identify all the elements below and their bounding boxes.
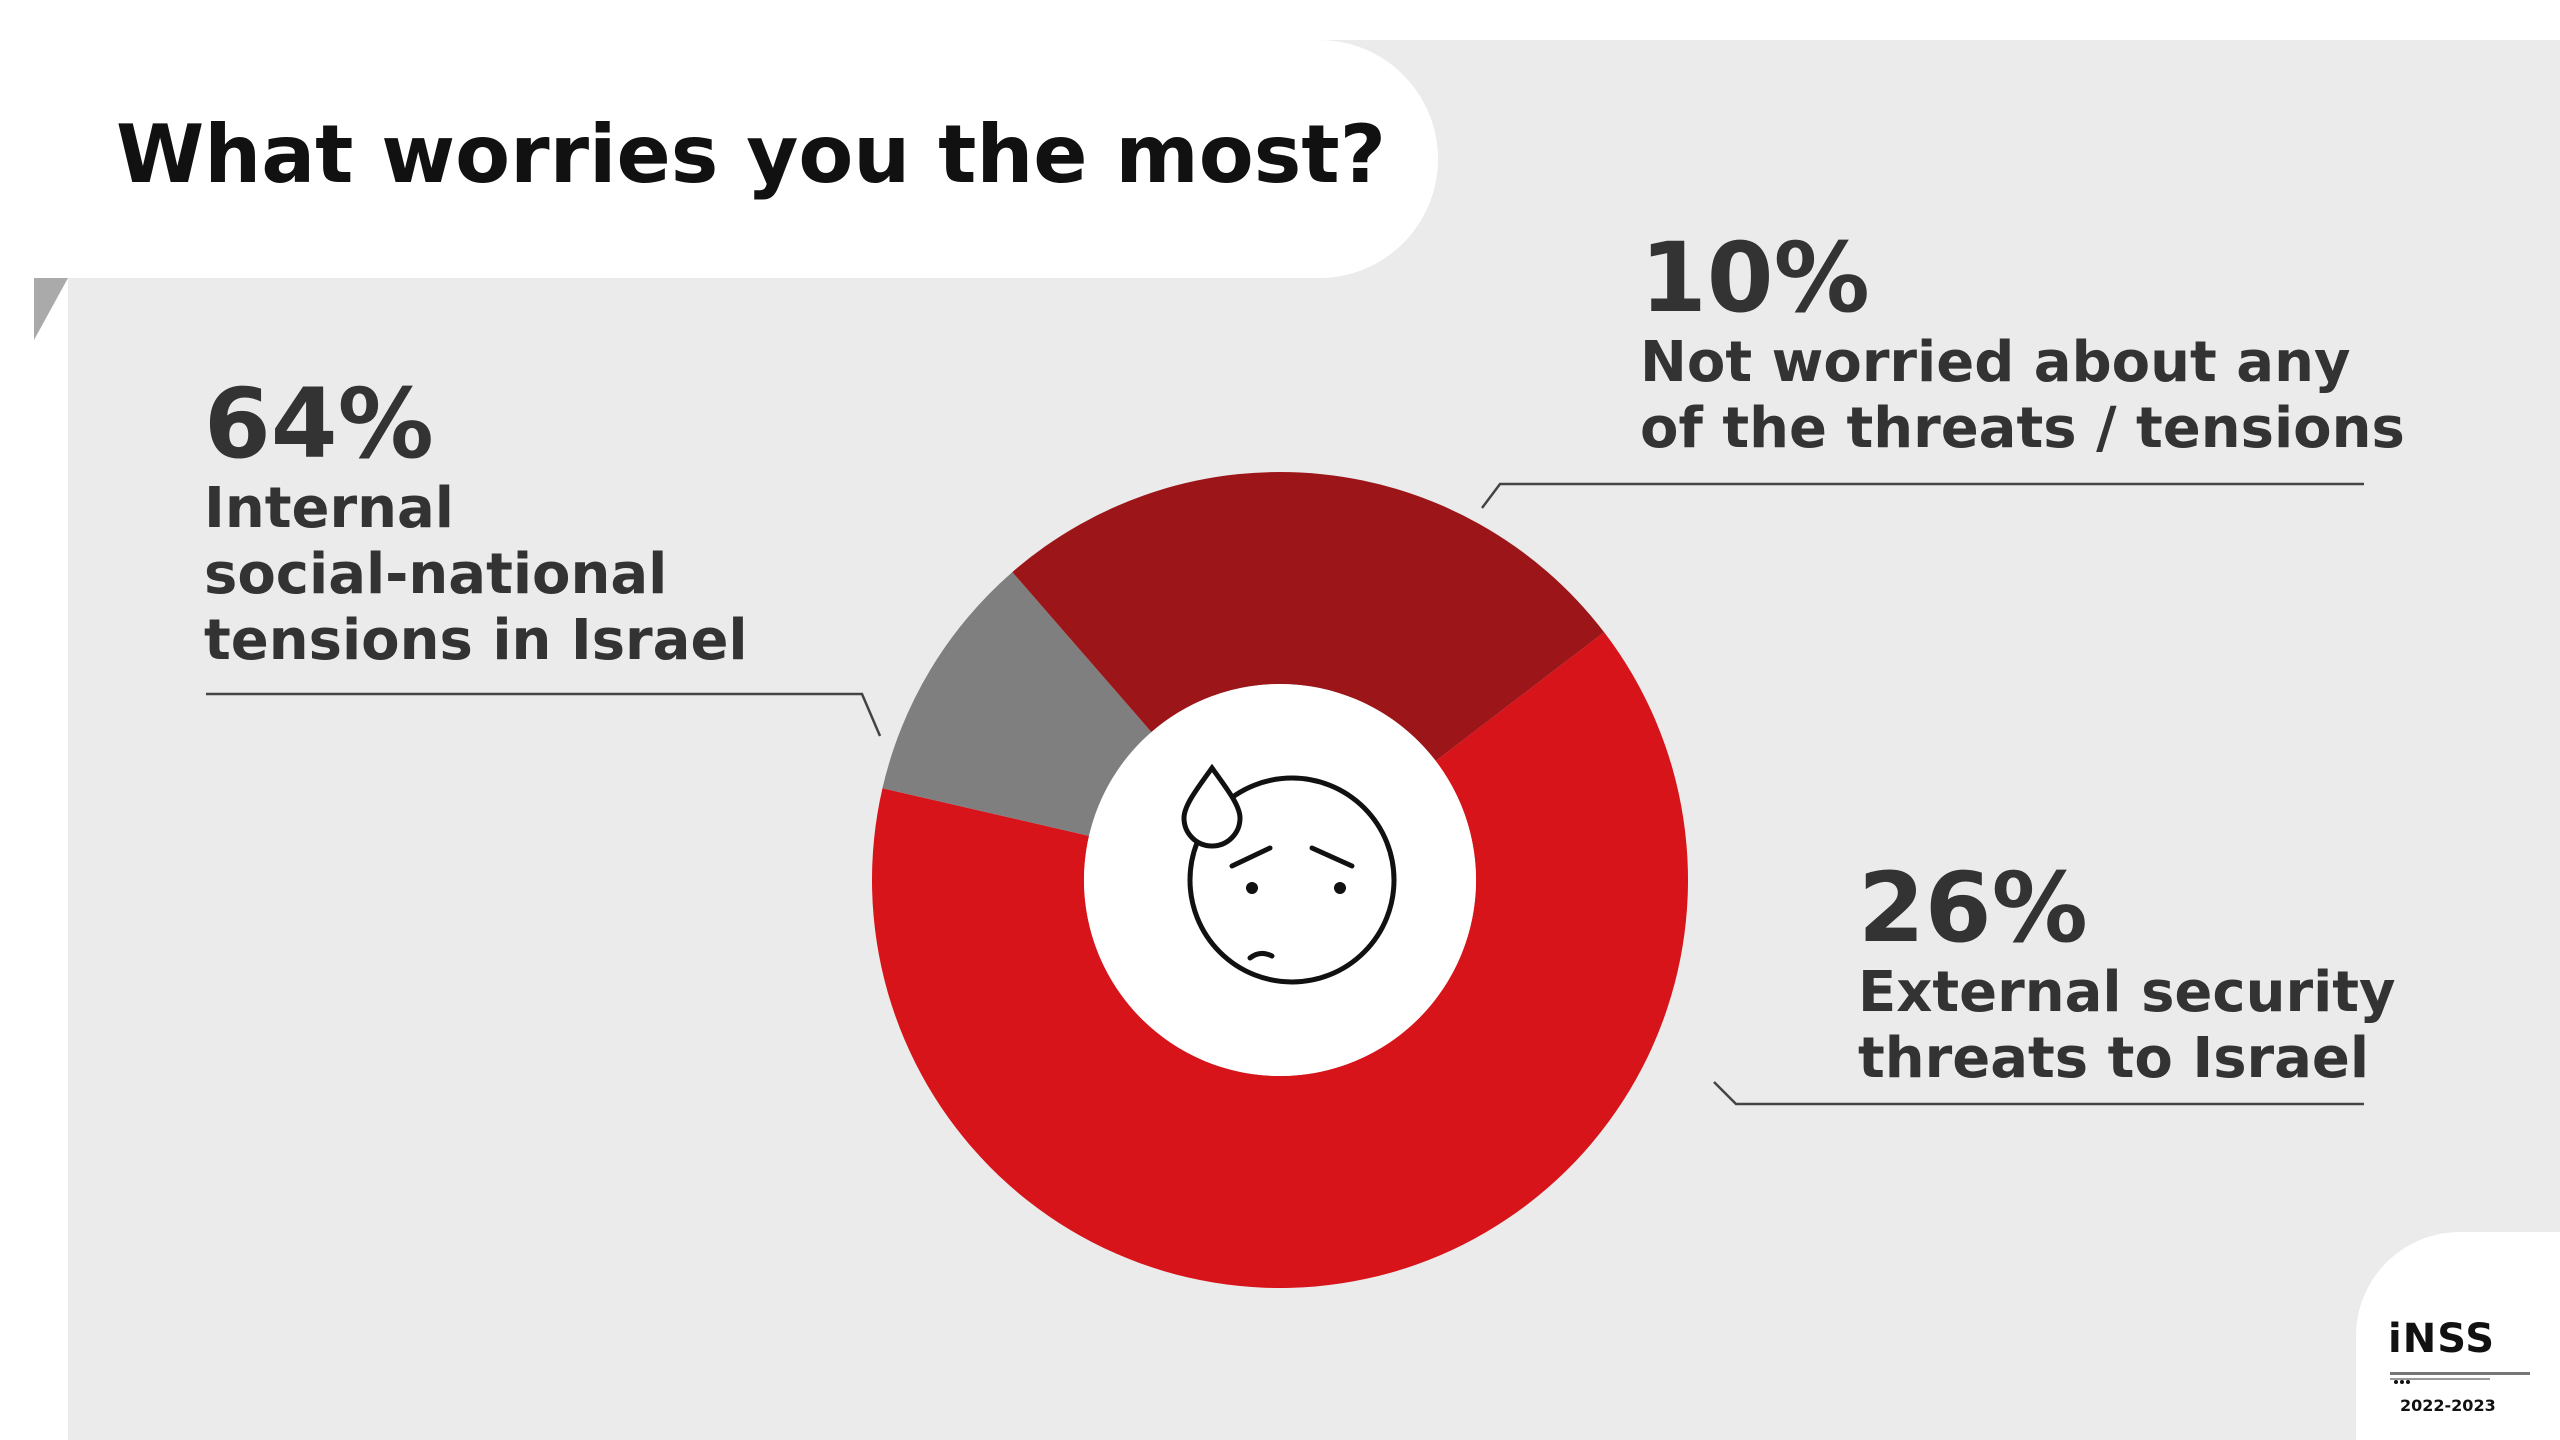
label-external-line-2: threats to Israel	[1858, 1026, 2370, 1091]
label-internal-percent: 64%	[204, 368, 434, 480]
leader-line-internal	[206, 692, 882, 737]
title-bubble	[0, 40, 1438, 278]
inss-logo-icon: iNSS	[2388, 1316, 2496, 1362]
label-internal-line-1: Internal	[204, 476, 454, 541]
label-not-worried: 10% Not worried about any of the threats…	[1640, 226, 2405, 462]
label-external: 26% External security threats to Israel	[1858, 856, 2396, 1092]
label-not-worried-percent: 10%	[1640, 222, 1870, 334]
leader-line-external	[1713, 1081, 2364, 1106]
label-internal-line-2: social-national	[204, 542, 668, 607]
label-external-percent: 26%	[1858, 852, 2088, 964]
label-internal: 64% Internal social-national tensions in…	[204, 372, 748, 674]
label-external-line-1: External security	[1858, 960, 2396, 1025]
leader-lines	[206, 482, 2364, 1106]
label-not-worried-line-2: of the threats / tensions	[1640, 396, 2405, 461]
donut-center	[1084, 684, 1476, 1076]
donut-slice-2	[882, 572, 1152, 836]
page-title: What worries you the most?	[116, 108, 1386, 201]
leader-line-not-worried	[1481, 482, 2364, 509]
donut-slice-1	[872, 632, 1688, 1288]
donut-slice-3	[1012, 471, 1605, 761]
logo-bubble	[2356, 1232, 2560, 1440]
title-bubble-tail	[34, 278, 68, 340]
worried-sweat-face-icon	[1181, 763, 1397, 985]
logo-subtext-graphic	[2390, 1372, 2530, 1384]
logo-years: 2022-2023	[2400, 1396, 2496, 1415]
label-internal-line-3: tensions in Israel	[204, 608, 748, 673]
donut-slices	[872, 471, 1688, 1288]
label-not-worried-line-1: Not worried about any	[1640, 330, 2351, 395]
